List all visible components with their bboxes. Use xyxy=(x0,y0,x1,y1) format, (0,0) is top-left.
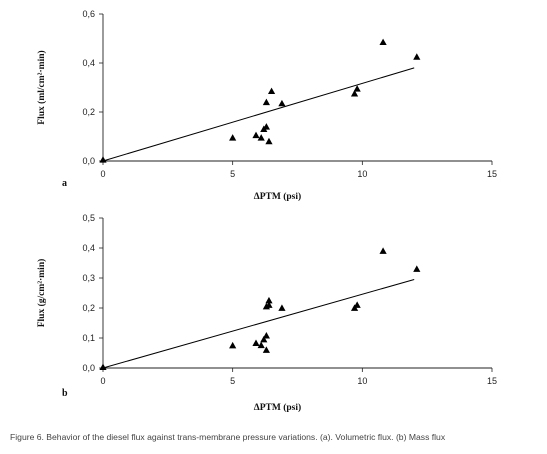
trend-line xyxy=(102,279,415,369)
figure-caption: Figure 6. Behavior of the diesel flux ag… xyxy=(10,432,446,442)
y-tick-label: 0,2 xyxy=(82,107,95,117)
data-point xyxy=(262,332,270,339)
data-point xyxy=(353,85,361,92)
x-tick-label: 15 xyxy=(487,376,497,386)
y-tick-label: 0,6 xyxy=(82,9,95,19)
data-point xyxy=(278,304,286,311)
panel-label: b xyxy=(62,388,68,399)
x-tick-label: 10 xyxy=(357,376,367,386)
y-tick-label: 0,4 xyxy=(82,58,95,68)
y-tick-label: 0,2 xyxy=(82,303,95,313)
x-axis-title: ΔPTM (psi) xyxy=(254,191,301,202)
x-tick-label: 5 xyxy=(230,169,235,179)
data-point xyxy=(99,156,107,163)
data-point xyxy=(353,301,361,308)
y-axis-title: Flux (ml/cm²·min) xyxy=(36,50,47,124)
data-point xyxy=(267,87,276,95)
x-tick-label: 15 xyxy=(487,169,497,179)
x-tick-label: 0 xyxy=(100,169,105,179)
y-axis-title: Flux (g/cm²·min) xyxy=(36,259,47,328)
y-tick-label: 0,0 xyxy=(82,363,95,373)
y-tick-label: 0,0 xyxy=(82,156,95,166)
data-point xyxy=(413,265,421,272)
data-point xyxy=(265,137,273,145)
y-tick-label: 0,1 xyxy=(82,333,95,343)
trend-line xyxy=(102,67,415,162)
data-point xyxy=(260,335,268,343)
data-point xyxy=(252,339,260,346)
data-point xyxy=(229,341,237,349)
y-tick-label: 0,3 xyxy=(82,273,95,283)
data-point xyxy=(350,90,359,97)
data-point xyxy=(257,134,265,141)
data-point xyxy=(265,296,273,304)
x-tick-label: 10 xyxy=(357,169,367,179)
panel-label: a xyxy=(62,178,67,189)
data-point xyxy=(262,98,270,106)
x-tick-label: 0 xyxy=(100,376,105,386)
data-point xyxy=(99,363,107,370)
x-tick-label: 5 xyxy=(230,376,235,386)
data-point xyxy=(379,38,387,46)
data-point xyxy=(262,346,270,353)
y-tick-label: 0,4 xyxy=(82,243,95,253)
data-point xyxy=(257,341,265,349)
x-axis-title: ΔPTM (psi) xyxy=(254,402,301,413)
data-point xyxy=(278,99,286,107)
y-tick-label: 0,5 xyxy=(82,213,95,223)
data-point xyxy=(413,53,421,60)
data-point xyxy=(229,134,237,141)
data-point xyxy=(379,247,387,254)
data-point xyxy=(262,123,270,130)
data-point xyxy=(252,131,260,139)
data-point xyxy=(265,301,273,308)
